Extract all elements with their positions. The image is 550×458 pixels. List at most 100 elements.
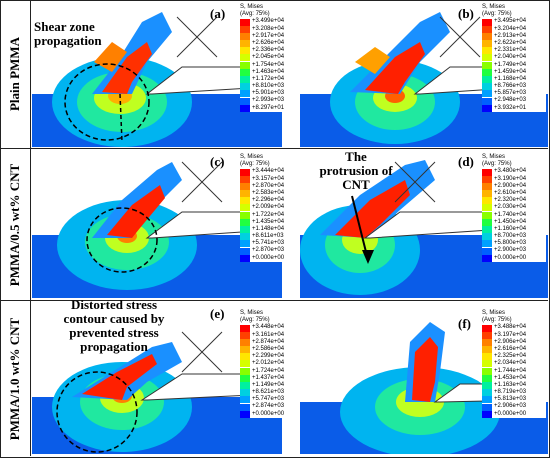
legend-swatch — [482, 97, 492, 105]
legend-entry: +1.168e+04 — [482, 76, 546, 83]
legend-swatch — [482, 32, 492, 40]
legend-value: +5.901e+03 — [252, 90, 285, 97]
legend-entry: +2.900e+03 — [482, 247, 546, 255]
legend-value: +1.724e+04 — [252, 367, 285, 374]
legend-entry: +2.296e+04 — [240, 197, 304, 205]
legend-swatch — [482, 226, 492, 233]
legend-value: +8.621e+03 — [252, 389, 285, 396]
legend-swatch — [482, 54, 492, 62]
legend-value: +5.800e+03 — [494, 240, 527, 247]
legend-swatch — [482, 403, 492, 411]
legend-title: S, Mises — [240, 310, 264, 316]
legend-value: +3.161e+04 — [252, 331, 285, 338]
legend-value: +2.622e+04 — [494, 39, 527, 46]
legend-value: +2.913e+04 — [494, 32, 527, 39]
legend-avg: (Avg: 75%) — [240, 11, 270, 18]
panel-label-a: (a) — [210, 6, 226, 21]
legend-value: +1.754e+04 — [252, 61, 285, 68]
legend-swatch — [240, 190, 250, 198]
legend-swatch — [240, 338, 250, 346]
legend-entry: +2.583e+04 — [240, 190, 304, 198]
legend-value: +2.900e+04 — [494, 182, 527, 189]
legend-value: +2.586e+04 — [252, 345, 285, 352]
legend-swatch — [240, 389, 250, 397]
legend-swatch — [240, 360, 250, 368]
legend-swatch — [482, 382, 492, 389]
legend-swatch — [482, 182, 492, 190]
legend-value: +0.000e+00 — [494, 254, 527, 261]
legend-title: S, Mises — [482, 4, 506, 10]
row-label-plain-pmma: Plain PMMA — [0, 0, 31, 148]
legend-entry: +2.325e+04 — [482, 353, 546, 361]
legend-value: +1.459e+04 — [494, 68, 527, 75]
legend-swatch — [240, 47, 250, 55]
legend-swatch — [240, 97, 250, 105]
legend-entry: +2.616e+04 — [482, 346, 546, 354]
legend-swatch — [240, 168, 250, 176]
legend-f: S, Mises (Avg: 75%) +3.488e+04 +3.197e+04… — [482, 310, 546, 418]
legend-entry: +2.874e+03 — [240, 403, 304, 411]
legend-value: +2.331e+04 — [494, 47, 527, 54]
legend-entry: +2.906e+03 — [482, 403, 546, 411]
legend-value: +2.874e+03 — [252, 403, 285, 410]
legend-swatch — [482, 331, 492, 339]
legend-entry: +1.435e+04 — [240, 219, 304, 226]
legend-entry: +1.463e+04 — [240, 69, 304, 76]
legend-value: +1.463e+04 — [252, 68, 285, 75]
legend-entry: +2.299e+04 — [240, 353, 304, 361]
legend-entry: +3.480e+04 — [482, 168, 546, 176]
legend-entry: +5.857e+03 — [482, 90, 546, 98]
legend-value: +1.435e+04 — [252, 218, 285, 225]
legend-swatch — [482, 396, 492, 404]
legend-swatch — [240, 218, 250, 226]
legend-entry: +2.009e+04 — [240, 204, 304, 212]
panel-label-f: (f) — [458, 316, 471, 331]
legend-value: +8.766e+03 — [494, 83, 527, 90]
legend-entry: +3.495e+04 — [482, 18, 546, 26]
legend-entry: +3.444e+04 — [240, 168, 304, 176]
protrusion-arrow — [351, 195, 374, 264]
legend-value: +1.744e+04 — [494, 367, 527, 374]
legend-title: S, Mises — [482, 154, 506, 160]
legend-value: +2.993e+03 — [252, 97, 285, 104]
legend-entry: +2.626e+04 — [240, 40, 304, 48]
legend-swatch — [482, 76, 492, 83]
legend-entry: +1.160e+04 — [482, 226, 546, 233]
legend-entry: +3.161e+04 — [240, 332, 304, 339]
legend-swatch — [240, 254, 250, 262]
legend-value: +1.160e+04 — [494, 225, 527, 232]
legend-entry: +3.190e+04 — [482, 176, 546, 183]
legend-entry: +2.906e+04 — [482, 339, 546, 346]
legend-entry: +0.000e+00 — [240, 411, 304, 418]
legend-swatch — [482, 240, 492, 248]
legend-title: S, Mises — [240, 4, 264, 10]
legend-swatch — [240, 83, 250, 91]
legend-entry: +2.870e+03 — [240, 247, 304, 255]
legend-value: +3.157e+04 — [252, 175, 285, 182]
legend-swatch — [240, 240, 250, 248]
legend-swatch — [240, 104, 250, 112]
legend-swatch — [240, 197, 250, 205]
legend-value: +2.009e+04 — [252, 204, 285, 211]
legend-swatch — [240, 346, 250, 354]
legend-avg: (Avg: 75%) — [482, 317, 512, 324]
legend-value: +8.297e+01 — [252, 104, 285, 111]
legend-entry: +8.700e+03 — [482, 233, 546, 241]
legend-swatch — [482, 168, 492, 176]
legend-title: S, Mises — [240, 154, 264, 160]
legend-value: +3.444e+04 — [252, 168, 285, 175]
legend-value: +2.040e+04 — [494, 54, 527, 61]
legend-value: +5.857e+03 — [494, 90, 527, 97]
legend-value: +2.948e+03 — [494, 97, 527, 104]
legend-value: +1.163e+04 — [494, 381, 527, 388]
legend-swatch — [482, 367, 492, 375]
legend-value: +8.611e+03 — [252, 233, 284, 240]
panel-label-d: (d) — [458, 154, 474, 169]
legend-entry: +3.499e+04 — [240, 18, 304, 26]
legend-swatch — [240, 410, 250, 418]
legend-swatch — [240, 204, 250, 212]
legend-value: +8.700e+03 — [494, 233, 527, 240]
legend-value: +1.437e+04 — [252, 374, 285, 381]
legend-value: +1.172e+04 — [252, 75, 285, 82]
legend-swatch — [240, 40, 250, 48]
